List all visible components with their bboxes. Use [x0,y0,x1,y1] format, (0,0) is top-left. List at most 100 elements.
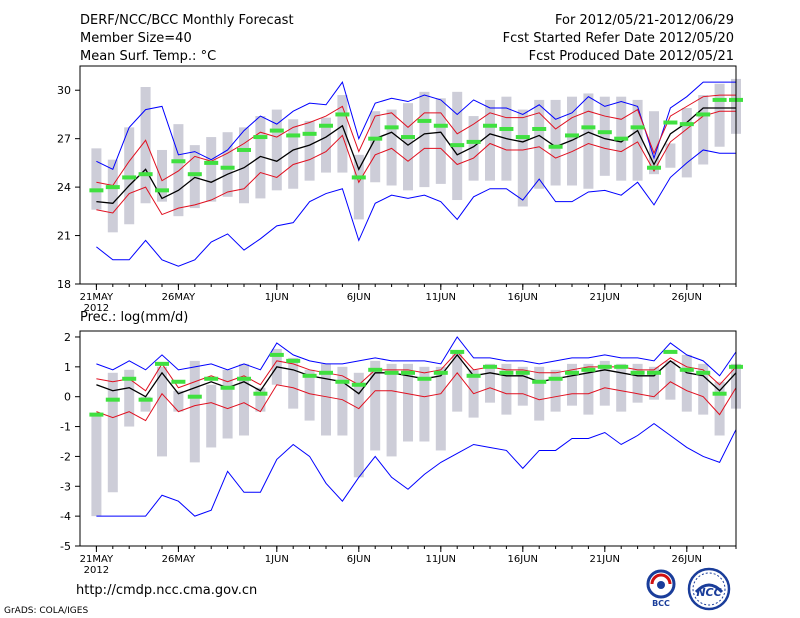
temp-box-day-22 [435,98,446,184]
temp-box-day-9 [222,132,233,197]
prec-box-day-7 [189,360,200,463]
prec-box-day-10 [239,363,249,436]
temp-xtick-sublabel: 2012 [84,303,109,314]
temp-box-day-13 [288,119,299,189]
prec-median-day-14 [302,373,317,378]
prec-box-day-35 [649,366,659,400]
prec-ytick-label: -2 [60,450,71,463]
temp-median-day-10 [237,147,251,152]
temp-median-day-25 [483,123,497,128]
prec-median-day-27 [515,370,530,375]
prec-ytick-label: -4 [60,510,71,523]
temp-box-day-36 [665,143,676,168]
temp-box-day-18 [370,111,381,183]
temp-xtick-label: 26JUN [672,292,702,303]
temp-ytick-label: 24 [57,181,71,194]
prec-box-day-36 [665,360,676,400]
prec-median-day-21 [417,376,432,381]
prec-median-day-10 [237,376,251,381]
prec-xtick-label: 26MAY [162,554,196,565]
prec-median-day-12 [269,352,284,357]
temp-box-day-4 [140,86,151,204]
prec-lower-line [96,372,737,422]
prec-box-day-4 [140,396,151,412]
temp-median-day-19 [384,125,399,130]
temp-box-day-5 [157,149,167,202]
prec-median-day-32 [597,364,612,369]
prec-median-day-37 [679,367,694,372]
prec-xtick-label: 6JUN [347,554,371,565]
temp-median-day-30 [565,133,579,138]
temp-box-day-17 [353,154,364,220]
prec-median-day-1 [89,412,104,417]
prec-median-day-2 [105,397,120,402]
prec-box-day-9 [222,369,233,439]
prec-median-day-23 [450,349,465,354]
prec-box-day-2 [107,372,118,493]
prec-median-day-11 [253,391,268,396]
temp-median-day-16 [335,112,350,117]
temp-median-day-2 [105,185,120,190]
prec-box-day-37 [681,354,692,412]
prec-box-day-20 [403,363,413,442]
temp-box-day-20 [403,103,413,191]
prec-median-day-35 [647,370,661,375]
chart-title: DERF/NCC/BCC Monthly Forecast [80,13,294,28]
temp-median-day-8 [204,160,219,165]
temp-ytick-label: 18 [57,278,71,291]
forecast-period: For 2012/05/21-2012/06/29 [555,13,734,28]
prec-median-day-22 [433,370,448,375]
temp-box-day-19 [386,109,397,186]
temp-xtick-label: 1JUN [265,292,289,303]
temp-box-day-21 [419,91,430,188]
temp-median-day-34 [630,125,645,130]
prec-xtick-label: 1JUN [265,554,289,565]
temp-median-day-12 [269,128,284,133]
temp-xtick-label: 21MAY [80,292,114,303]
prec-upper-line [96,351,737,392]
temp-median-day-37 [679,122,694,127]
temp-median-day-23 [450,143,465,148]
temp-lower-line [96,110,736,216]
variable-label: Mean Surf. Temp.: °C [80,49,217,64]
prec-median-day-31 [581,367,596,372]
prec-median-day-29 [548,376,563,381]
temp-xtick-label: 21JUN [590,292,620,303]
prec-max-line [96,336,737,377]
temp-median-day-4 [138,172,153,177]
prec-box-day-1 [91,414,102,517]
temp-box-day-2 [107,159,118,233]
temp-median-day-22 [433,123,448,128]
temp-box-day-38 [698,95,709,165]
temp-xtick-label: 6JUN [347,292,371,303]
source-url[interactable]: http://cmdp.ncc.cma.gov.cn [76,583,258,598]
prec-ytick-label: 2 [64,331,71,344]
prec-box-day-26 [501,363,512,415]
grads-credit: GrADS: COLA/IGES [4,606,89,616]
prec-box-day-8 [206,384,217,448]
prec-box-day-34 [632,363,643,403]
prec-box-day-39 [714,381,725,436]
temp-median-day-11 [253,135,268,140]
temp-median-day-14 [302,131,317,136]
temp-box-day-32 [599,96,610,176]
prec-median-day-26 [499,370,514,375]
temp-min-line [96,149,736,267]
prec-median-day-18 [368,367,383,372]
prec-box-day-21 [419,366,430,442]
temp-box-day-16 [337,95,348,173]
prec-box-day-28 [534,366,545,421]
temp-median-day-9 [220,165,235,170]
prec-median-day-3 [122,376,137,381]
prec-box-day-16 [337,366,348,436]
started-date: Fcst Started Refer Date 2012/05/20 [502,31,734,46]
temp-ytick-label: 21 [57,230,71,243]
prec-xtick-label: 21MAY [80,554,114,565]
prec-box-day-5 [157,366,167,457]
temp-box-day-1 [91,148,102,210]
prec-median-day-17 [351,382,366,387]
prec-box-day-14 [304,369,315,421]
temp-median-day-36 [663,120,678,125]
